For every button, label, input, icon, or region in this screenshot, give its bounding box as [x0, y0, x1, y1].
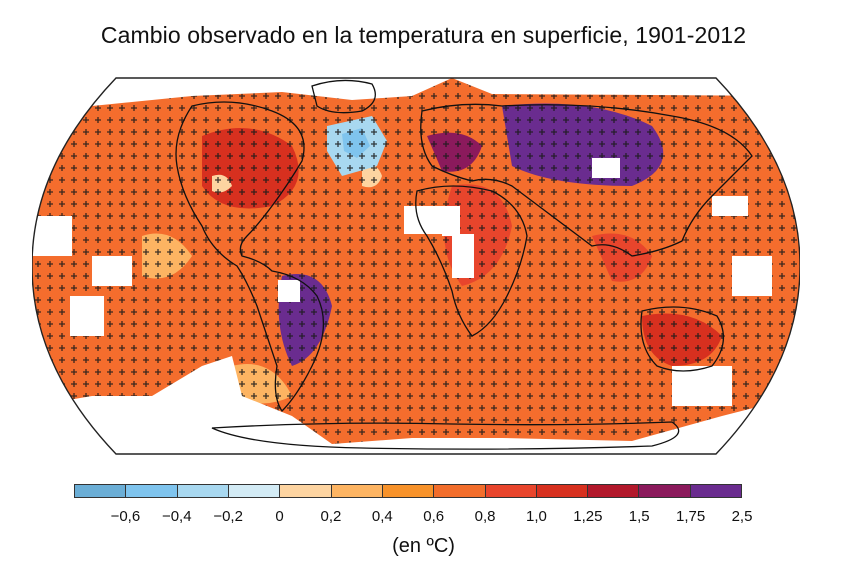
legend-swatch-11 [639, 485, 691, 497]
color-scale-bar [74, 484, 742, 498]
legend-swatch-6 [382, 485, 435, 497]
legend-tick-label: −0,6 [110, 508, 141, 525]
greenland-coastline [311, 79, 376, 114]
pacific-edge-no-data [32, 216, 72, 256]
legend-tick-label: 1,75 [676, 508, 706, 525]
west-pacific-no-data [732, 256, 772, 296]
legend-swatch-4 [280, 485, 332, 497]
eurasia-coastline [420, 103, 753, 257]
sahara-no-data-2 [442, 206, 460, 236]
legend-swatch-5 [331, 485, 383, 497]
legend-tick-label: 0,2 [320, 508, 342, 525]
africa-coastline [415, 185, 528, 337]
africa-no-data [452, 234, 474, 278]
map-outline [32, 77, 800, 455]
legend-swatch-1 [126, 485, 178, 497]
legend-swatch-10 [588, 485, 640, 497]
antarctica-coastline [211, 421, 680, 450]
map-title: Cambio observado en la temperatura en su… [100, 22, 747, 48]
antarctic-no-data [32, 356, 800, 454]
world-map-svg [32, 77, 800, 455]
legend-swatch-9 [536, 485, 589, 497]
coastlines [175, 79, 753, 450]
color-scale-ticks: −0,6 −0,4 −0,2 0 0,2 0,4 0,6 0,8 1,0 1,25 1,5 1,75 2… [74, 508, 753, 530]
central-asia-no-data [592, 158, 620, 178]
legend-tick-label: −0,2 [213, 508, 243, 525]
legend-tick-label: 1,0 [526, 508, 547, 525]
legend-tick-label: 2,5 [731, 508, 753, 525]
australia-coastline [640, 306, 724, 372]
no-data-regions [32, 78, 800, 454]
legend-tick-label: 0,4 [371, 508, 393, 525]
temperature-change-map [32, 66, 800, 466]
legend-swatch-8 [485, 485, 537, 497]
legend-tick-label: 0,6 [423, 508, 445, 525]
amazon-no-data [278, 280, 300, 302]
pacific-no-data-2 [70, 296, 104, 336]
pacific-no-data [92, 256, 132, 286]
legend-swatch-12 [690, 485, 742, 497]
southern-ocean-no-data [672, 366, 732, 406]
north-pacific-no-data [712, 196, 748, 216]
legend-swatch-7 [434, 485, 486, 497]
legend-swatch-3 [228, 485, 281, 497]
legend-tick-label: 0 [275, 508, 284, 525]
legend-swatch-2 [177, 485, 229, 497]
arctic-no-data [32, 78, 800, 126]
americas-coastline [175, 101, 325, 413]
legend-tick-label: 0,8 [474, 508, 496, 525]
legend-tick-label: 1,25 [573, 508, 603, 525]
legend-swatch-0 [75, 485, 127, 497]
sahara-no-data [404, 206, 444, 234]
legend-tick-label: 1,5 [628, 508, 650, 525]
legend-tick-label: −0,4 [161, 508, 192, 525]
unit-label: (en ºC) [392, 535, 455, 557]
